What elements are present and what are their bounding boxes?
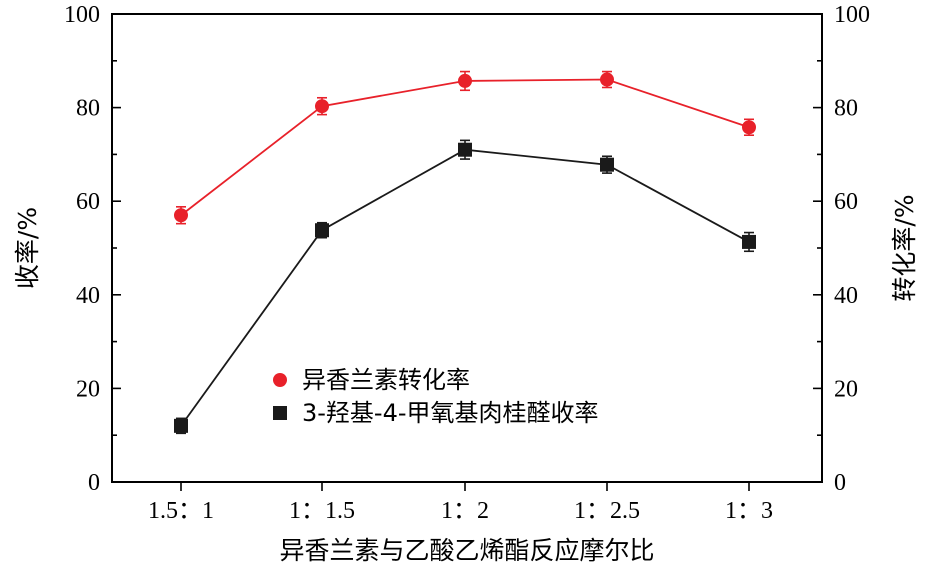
data-point (458, 142, 472, 157)
y-tick-label-left: 100 (64, 2, 100, 28)
x-axis-label: 异香兰素与乙酸乙烯酯反应摩尔比 (279, 536, 654, 565)
series-2 (174, 139, 756, 435)
legend-item: 3-羟基-4-甲氧基肉桂醛收率 (273, 399, 599, 427)
y-tick-label-right: 80 (834, 96, 858, 122)
y-tick-label-right: 20 (834, 376, 858, 402)
x-tick-label: 1.5：1 (148, 498, 214, 524)
legend-label: 3-羟基-4-甲氧基肉桂醛收率 (302, 399, 599, 427)
series-1 (174, 70, 756, 225)
x-tick-label: 1：2 (441, 498, 489, 524)
y-tick-label-right: 60 (834, 189, 858, 215)
y-axis-label-right: 转化率/% (890, 194, 919, 301)
data-point (600, 72, 614, 87)
legend-marker (273, 373, 287, 387)
data-point (458, 73, 472, 88)
y-tick-label-left: 60 (76, 189, 100, 215)
series-layer (174, 70, 756, 435)
y-axis-label-left: 收率/% (13, 207, 42, 289)
legend-marker (273, 406, 287, 420)
y-tick-label-right: 100 (834, 2, 870, 28)
data-point (742, 120, 756, 135)
data-point (174, 418, 188, 433)
legend: 异香兰素转化率 3-羟基-4-甲氧基肉桂醛收率 (273, 366, 599, 427)
y-tick-label-left: 40 (76, 283, 100, 309)
y-tick-label-left: 20 (76, 376, 100, 402)
x-tick-label: 1：1.5 (289, 498, 355, 524)
legend-item: 异香兰素转化率 (273, 366, 470, 394)
legend-label: 异香兰素转化率 (302, 366, 470, 394)
data-point (742, 234, 756, 249)
data-point (315, 223, 329, 238)
data-point (174, 208, 188, 223)
data-point (600, 157, 614, 172)
x-tick-label: 1：3 (725, 498, 773, 524)
y-tick-label-right: 40 (834, 283, 858, 309)
x-tick-label: 1：2.5 (574, 498, 640, 524)
ticks: 0 0 20 20 40 40 60 60 80 80 100 100 1.5：1 1：1.5 1：2 1：2… (64, 2, 870, 524)
y-tick-label-right: 0 (834, 470, 846, 496)
y-tick-label-left: 0 (88, 470, 100, 496)
y-tick-label-left: 80 (76, 96, 100, 122)
data-point (315, 99, 329, 114)
